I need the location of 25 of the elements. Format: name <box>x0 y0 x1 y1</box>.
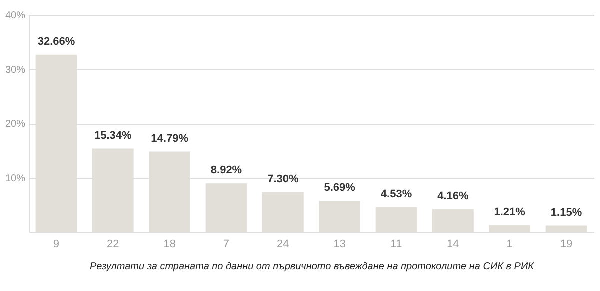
data-label: 15.34% <box>94 130 132 142</box>
data-label: 14.79% <box>151 132 189 145</box>
x-tick-label: 11 <box>390 238 402 250</box>
x-tick-label: 24 <box>277 238 290 250</box>
data-label: 1.21% <box>494 206 526 218</box>
y-tick-label: 40% <box>5 10 26 22</box>
data-label: 4.16% <box>438 190 469 202</box>
x-tick-label: 22 <box>107 238 120 250</box>
data-label: 7.30% <box>268 173 299 186</box>
x-axis-title: Резултати за страната по данни от първичното въвеждане на протоколите на СИК в РИК <box>90 262 536 272</box>
data-label: 5.69% <box>324 182 356 194</box>
y-tick-label: 30% <box>5 64 26 76</box>
data-label: 32.66% <box>38 36 76 48</box>
x-tick-label: 7 <box>223 238 230 250</box>
y-tick-label: 20% <box>5 119 26 130</box>
data-label: 1.15% <box>550 206 582 219</box>
x-tick-label: 9 <box>53 238 60 250</box>
x-tick-label: 1 <box>506 238 513 250</box>
x-tick-label: 14 <box>447 238 460 250</box>
x-tick-label: 19 <box>560 238 573 250</box>
x-tick-label: 13 <box>334 238 346 250</box>
y-tick-label: 10% <box>5 173 26 184</box>
data-label: 8.92% <box>210 164 242 177</box>
data-label: 4.53% <box>380 188 412 200</box>
x-tick-label: 18 <box>164 238 176 250</box>
